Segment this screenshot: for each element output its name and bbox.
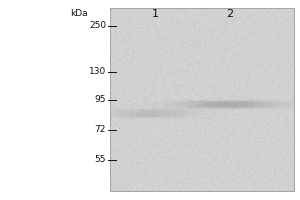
Text: 72: 72 — [94, 126, 106, 134]
Text: 2: 2 — [226, 9, 234, 19]
Text: 1: 1 — [152, 9, 158, 19]
Text: 55: 55 — [94, 156, 106, 164]
Text: 130: 130 — [89, 68, 106, 76]
Text: 95: 95 — [94, 96, 106, 104]
Text: kDa: kDa — [70, 9, 88, 19]
Text: 250: 250 — [89, 21, 106, 30]
